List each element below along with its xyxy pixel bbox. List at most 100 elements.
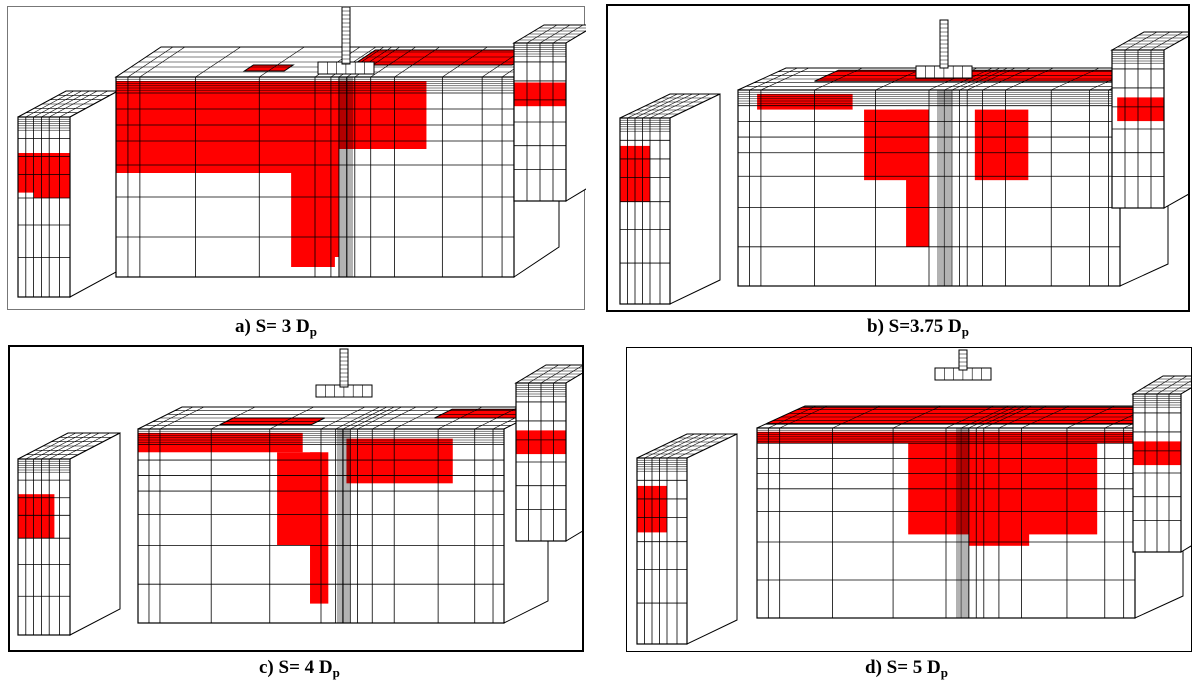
b-right-block-top-col [1137, 31, 1171, 51]
caption-a-subscript: p [309, 324, 317, 339]
d-right-block-top-col [1144, 375, 1176, 395]
d-left-block-top-col [666, 433, 718, 459]
a-main-block-top-col [442, 46, 488, 78]
c-right-block-side [565, 372, 582, 542]
mesh-diagram-d [636, 349, 1191, 645]
d-main-block-top-col [976, 405, 1025, 429]
d-left-block-outline [636, 457, 688, 645]
c-main-block-top-col [372, 406, 417, 430]
c-right-block-outline [515, 382, 567, 542]
caption-c-text: c) S= 4 D [259, 657, 333, 678]
d-main-block-top-col [960, 405, 1010, 429]
a-left-block-outline [17, 116, 71, 298]
a-main-block-top-col [195, 46, 241, 78]
d-left-block-top-col [644, 433, 695, 459]
a-right-block-top-col [539, 24, 571, 44]
c-left-block-top-col [33, 432, 84, 460]
b-main-block-top-col [951, 67, 1001, 91]
c-left-block-red-cell-0 [18, 494, 55, 539]
d-main-block-top-col [892, 405, 942, 429]
a-right-block-side [565, 30, 586, 202]
b-main-block-top-col [814, 67, 863, 91]
b-left-block-outline [619, 117, 671, 305]
b-right-block-side [1163, 35, 1188, 209]
d-main-block-top-col [1066, 405, 1116, 429]
d-left-block-top-col [659, 433, 710, 459]
caption-c: c) S= 4 Dp [259, 658, 340, 679]
mesh-diagram-b [619, 19, 1188, 305]
b-right-block-outline [1111, 49, 1165, 209]
panel-c [8, 345, 584, 652]
b-right-block-top-col [1150, 31, 1184, 51]
c-right-block-top-col [540, 364, 572, 384]
a-main-block-top-col [370, 46, 416, 78]
mesh-diagram-c [17, 348, 582, 636]
b-left-block-side [669, 93, 721, 305]
c-left-block-top-col [25, 432, 76, 460]
d-right-block-outline [1132, 393, 1182, 553]
d-main-block-top-col [779, 405, 828, 429]
b-main-block-top-col [1005, 67, 1054, 91]
d-main-block-top-col [968, 405, 1017, 429]
c-main-block-red-cell-2 [310, 452, 329, 604]
c-pile-shaft [339, 348, 349, 388]
mesh-diagram-a [17, 7, 586, 298]
c-right-block-top-col [528, 364, 559, 384]
c-main-block-top-col [350, 406, 395, 430]
c-main-block-top-col [437, 406, 483, 430]
c-left-block-top-col [49, 432, 100, 460]
b-main-block-top-col [982, 67, 1031, 91]
b-main-block-top-col [944, 67, 993, 91]
caption-a: a) S= 3 Dp [235, 317, 317, 338]
a-left-block-front [17, 116, 71, 298]
d-right-block-top-col [1168, 380, 1191, 395]
c-left-block-side [69, 432, 121, 636]
d-left-block-top-col [651, 433, 703, 459]
c-main-block-top-col [474, 406, 519, 430]
a-right-block-top-col [552, 24, 584, 44]
d-main-block-top-col [945, 405, 995, 429]
b-left-block-top-col [634, 93, 686, 119]
c-main-block-red-cell-3 [346, 438, 453, 484]
b-main-block-top-col [749, 67, 798, 91]
caption-b-subscript: p [961, 324, 969, 339]
a-left-block-red-cell-1 [33, 153, 70, 198]
caption-d: d) S= 5 Dp [865, 658, 948, 679]
c-main-block-outline [137, 428, 505, 624]
d-left-block-side [686, 433, 738, 645]
c-main-block-top-red-0 [219, 417, 325, 426]
d-right-block-side [1180, 387, 1191, 553]
panel-a [7, 6, 586, 310]
caption-d-text: d) S= 5 D [865, 657, 941, 678]
caption-b-text: b) S=3.75 D [867, 316, 962, 337]
c-main-block-top-col [320, 406, 366, 430]
a-left-block-top-col [49, 90, 98, 118]
b-left-block-top-col [642, 93, 693, 119]
d-main-block-top-col [832, 405, 881, 429]
caption-b: b) S=3.75 Dp [867, 317, 969, 338]
a-main-block-top-col [127, 46, 174, 78]
b-main-block-red-cell-0 [757, 93, 853, 110]
c-left-block-top-col [41, 432, 92, 460]
d-main-block-top-col [998, 405, 1048, 429]
a-left-block-top-col [59, 90, 108, 118]
caption-a-text: a) S= 3 D [235, 316, 310, 337]
b-left-block-top-col [659, 93, 711, 119]
c-main-block-top-col [159, 406, 205, 430]
c-main-block-top-col [342, 406, 388, 430]
panel-b [606, 4, 1190, 312]
a-left-block-top-col [25, 90, 74, 118]
b-left-block-top-col [649, 93, 701, 119]
d-left-block-top-col [676, 433, 728, 459]
b-main-block-top-col [959, 67, 1008, 91]
b-main-block-top-col [760, 67, 810, 91]
a-main-block-top-col [139, 46, 186, 78]
d-main-block-top-col [983, 405, 1032, 429]
d-main-block-top-col [1021, 405, 1070, 429]
b-right-block-top-col [1124, 31, 1158, 51]
b-main-block-top-col [967, 67, 1016, 91]
d-pile-shaft [958, 349, 968, 371]
a-pile-shaft [341, 7, 351, 65]
caption-c-subscript: p [332, 665, 340, 680]
c-main-block-top-col [211, 406, 256, 430]
